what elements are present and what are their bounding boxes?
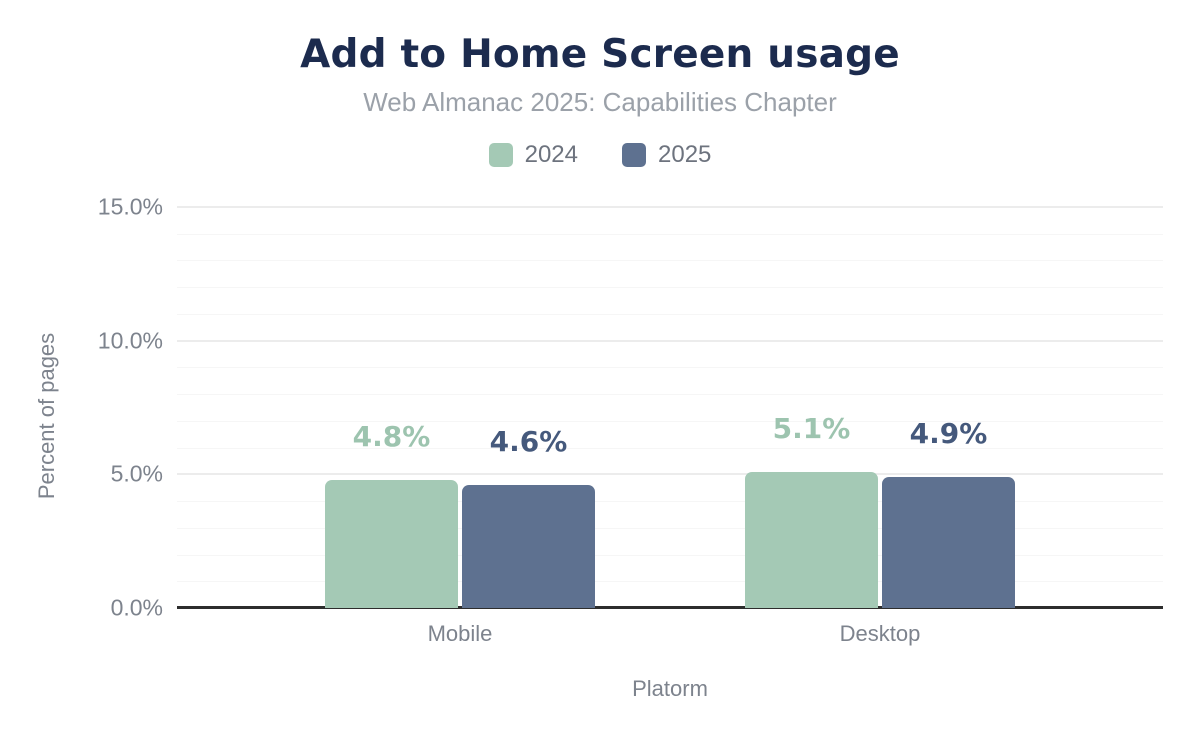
bar-desktop-2024 bbox=[745, 471, 878, 608]
bar-mobile-2024 bbox=[325, 479, 458, 608]
legend-swatch-2024 bbox=[488, 143, 513, 167]
x-axis-line bbox=[177, 606, 1163, 609]
bar-value-label-desktop-2024: 5.1% bbox=[772, 411, 851, 445]
minor-gridline bbox=[177, 527, 1163, 529]
minor-gridline bbox=[177, 287, 1163, 289]
major-gridline bbox=[177, 339, 1163, 342]
legend-item-2024: 2024 bbox=[488, 141, 578, 169]
legend: 2024 2025 bbox=[0, 141, 1200, 169]
y-axis-tick-label: 0.0% bbox=[110, 594, 163, 621]
y-axis-tick-label: 10.0% bbox=[97, 327, 163, 354]
bar-value-label-mobile-2025: 4.6% bbox=[489, 425, 568, 459]
minor-gridline bbox=[177, 581, 1163, 583]
major-gridline bbox=[177, 473, 1163, 476]
minor-gridline bbox=[177, 233, 1163, 235]
legend-label-2025: 2025 bbox=[658, 141, 712, 168]
bar-value-label-desktop-2025: 4.9% bbox=[909, 417, 988, 451]
x-axis-category-label-desktop: Desktop bbox=[839, 621, 921, 646]
bar-value-label-mobile-2024: 4.8% bbox=[352, 419, 431, 453]
x-axis-category-label-mobile: Mobile bbox=[427, 621, 493, 646]
minor-gridline bbox=[177, 367, 1163, 369]
minor-gridline bbox=[177, 313, 1163, 315]
y-axis-tick-label: 15.0% bbox=[97, 193, 163, 220]
legend-swatch-2025 bbox=[622, 143, 646, 167]
bar-desktop-2025 bbox=[882, 477, 1015, 608]
chart-title: Add to Home Screen usage bbox=[300, 32, 900, 77]
minor-gridline bbox=[177, 501, 1163, 503]
chart-subtitle: Web Almanac 2025: Capabilities Chapter bbox=[363, 87, 837, 117]
minor-gridline bbox=[177, 420, 1163, 422]
legend-label-2024: 2024 bbox=[524, 141, 578, 168]
minor-gridline bbox=[177, 447, 1163, 449]
minor-gridline bbox=[177, 260, 1163, 262]
plot-area: 4.8% 5.1% 4.6% 4.9% Mobile Desktop bbox=[177, 206, 1163, 646]
minor-gridline bbox=[177, 394, 1163, 396]
y-axis-tick-label: 5.0% bbox=[110, 460, 163, 487]
legend-item-2025: 2025 bbox=[622, 141, 711, 169]
x-axis-title: Platorm bbox=[632, 676, 708, 701]
major-gridline bbox=[177, 206, 1163, 208]
minor-gridline bbox=[177, 554, 1163, 556]
bar-mobile-2025 bbox=[462, 485, 595, 608]
